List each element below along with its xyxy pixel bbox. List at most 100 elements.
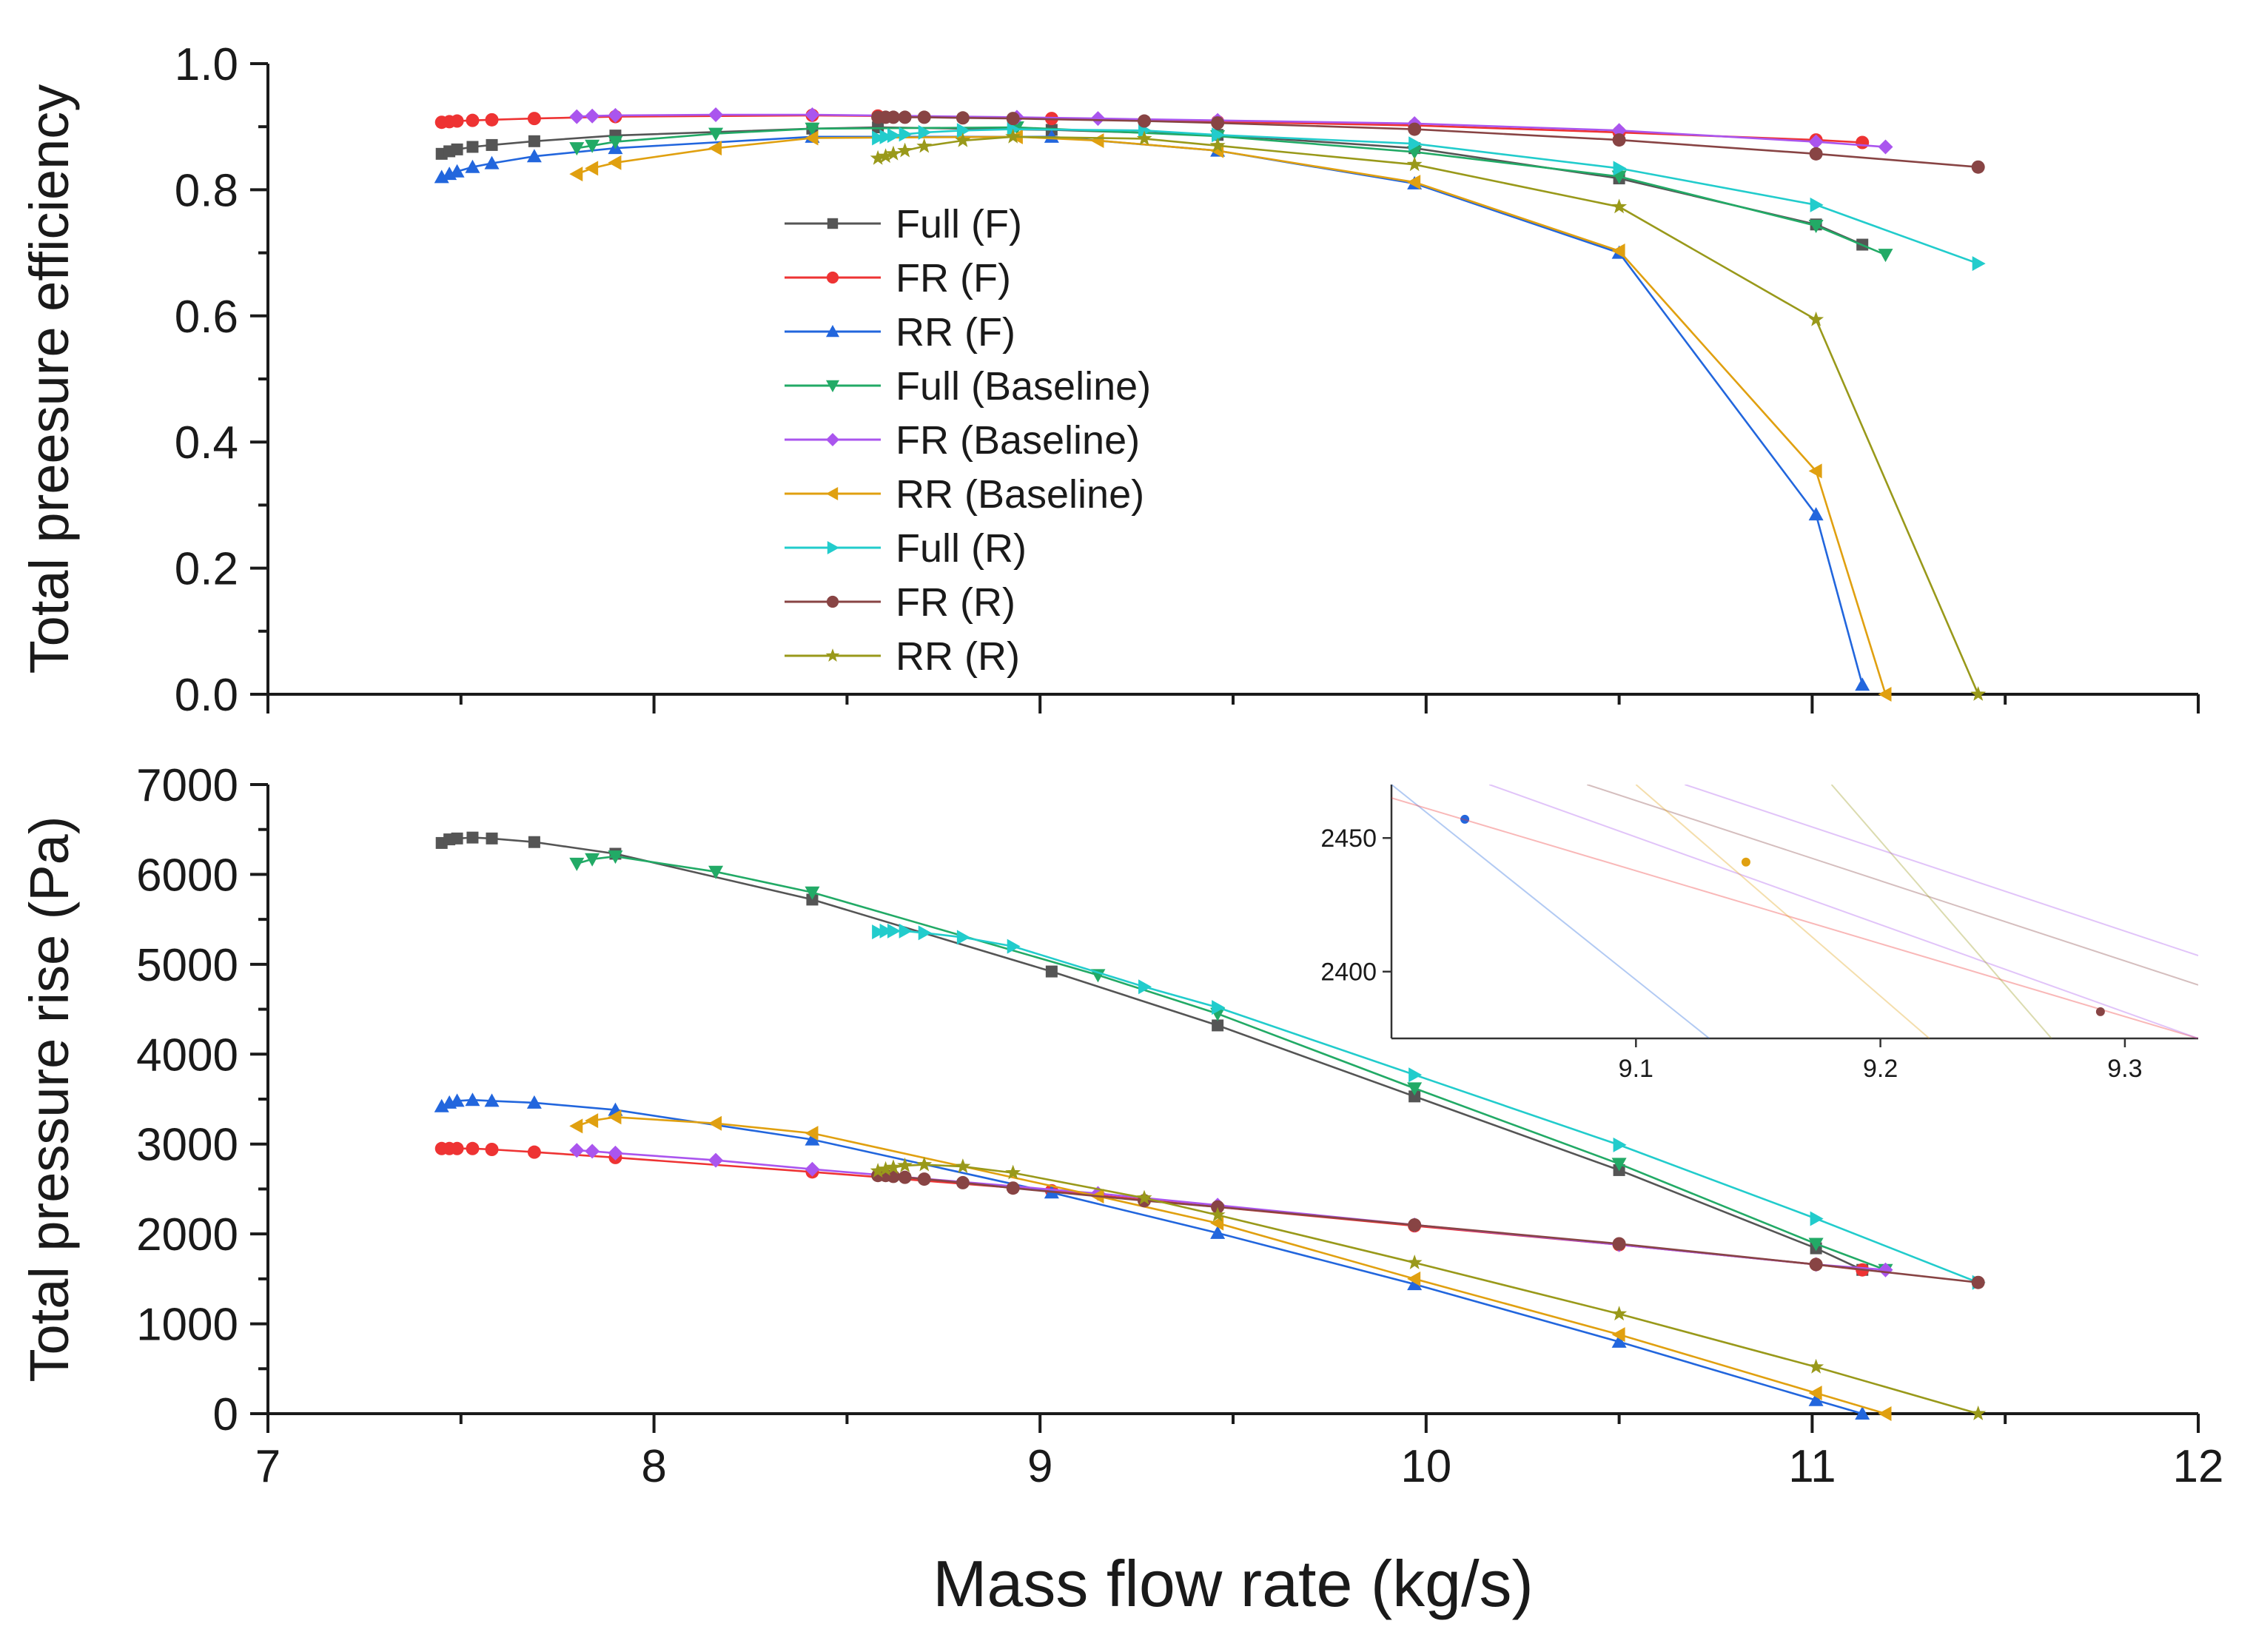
bottom-point-rr-r <box>1611 1306 1628 1321</box>
top-point-full-r <box>899 127 913 142</box>
top-series-rr-f <box>434 129 1870 691</box>
top-point-rr-r <box>1611 198 1628 214</box>
top-point-rr-r <box>870 150 886 165</box>
bottom-y-axis-title: Total pressure rise (Pa) <box>19 816 80 1383</box>
top-point-rr-r <box>878 148 893 164</box>
bottom-point-rr-f <box>434 1098 449 1112</box>
top-point-rr-baseline <box>569 167 583 182</box>
bottom-series-fr-baseline <box>569 1143 1893 1277</box>
bottom-point-fr-baseline <box>1878 1262 1893 1277</box>
inset-series-red <box>1391 797 2198 1038</box>
top-point-fr-baseline <box>569 109 585 124</box>
inset-line-orange <box>1635 785 1930 1038</box>
top-point-fr-baseline <box>708 107 724 123</box>
top-point-full-baseline <box>805 122 820 136</box>
legend-item-full-f: Full (F) <box>785 202 1022 246</box>
bottom-y-tick-label-1000: 1000 <box>136 1300 238 1351</box>
top-point-full-f <box>528 135 540 147</box>
top-point-full-r <box>1810 197 1824 212</box>
inset-y-tick-label-2450: 2450 <box>1320 825 1377 853</box>
x-tick-label-7: 7 <box>255 1441 281 1492</box>
top-point-rr-f <box>1808 507 1824 521</box>
legend-item-full-baseline: Full (Baseline) <box>785 364 1151 409</box>
bottom-point-full-r <box>1810 1211 1824 1226</box>
top-point-rr-r <box>1406 156 1423 172</box>
bottom-point-rr-baseline <box>1878 1406 1892 1421</box>
top-point-fr-f <box>466 113 480 127</box>
bottom-point-full-r <box>1138 979 1152 995</box>
top-y-tick-label-0-0: 0.0 <box>175 670 238 721</box>
bottom-y-tick-label-7000: 7000 <box>136 760 238 811</box>
inset-line-purple <box>1488 785 2198 1038</box>
bottom-point-rr-r <box>955 1158 971 1173</box>
bottom-point-fr-baseline <box>585 1144 600 1159</box>
top-point-fr-r <box>886 110 900 124</box>
bottom-ticks: 7 8 9 10 11 12 0 1000 2000 3000 4000 5000 6000 7000 <box>136 760 2223 1492</box>
bottom-point-rr-f <box>526 1095 542 1109</box>
bottom-point-fr-r <box>886 1169 900 1183</box>
legend-marker-full-f <box>827 218 839 229</box>
top-point-fr-r <box>1408 122 1422 136</box>
bottom-line-rr-r <box>877 1164 1979 1415</box>
bottom-point-full-r <box>879 923 893 939</box>
top-point-rr-r <box>1808 311 1824 326</box>
bottom-point-rr-f <box>1855 1406 1870 1420</box>
top-point-full-r <box>879 129 893 144</box>
top-point-rr-r <box>885 145 901 161</box>
top-point-rr-r <box>1970 686 1987 701</box>
top-panel: 0.0 0.2 0.4 0.6 0.8 1.0 Total preesure effici… <box>19 39 2200 721</box>
bottom-y-tick-label-5000: 5000 <box>136 940 238 991</box>
top-series-rr-baseline <box>569 129 1892 702</box>
legend-item-fr-r: FR (R) <box>785 580 1015 625</box>
inset-series-brown <box>1586 785 2198 1016</box>
bottom-panel: 7 8 9 10 11 12 0 1000 2000 3000 4000 5000 6000 7000 T… <box>19 760 2223 1492</box>
top-line-rr-baseline <box>576 135 1887 695</box>
inset-x-tick-label-9-2: 9.2 <box>1863 1055 1898 1083</box>
inset-line-lavender <box>1685 785 2198 957</box>
bottom-point-fr-r <box>898 1170 912 1184</box>
bottom-point-full-r <box>1408 1067 1423 1083</box>
bottom-point-full-f <box>1212 1019 1224 1032</box>
top-point-full-f <box>466 141 479 153</box>
top-point-full-baseline <box>608 135 623 150</box>
x-tick-label-8: 8 <box>641 1441 666 1492</box>
top-point-rr-r <box>1005 128 1021 144</box>
bottom-point-full-r <box>899 923 913 939</box>
bottom-point-rr-f <box>1210 1225 1226 1239</box>
bottom-point-rr-r <box>897 1157 913 1172</box>
bottom-point-full-r <box>918 925 932 941</box>
bottom-point-fr-baseline <box>805 1161 820 1177</box>
top-point-fr-r <box>1809 147 1823 161</box>
bottom-point-full-f <box>486 832 498 845</box>
bottom-point-rr-f <box>1808 1392 1824 1406</box>
bottom-line-rr-baseline <box>576 1115 1886 1415</box>
bottom-y-tick-label-6000: 6000 <box>136 850 238 901</box>
top-point-rr-r <box>1136 130 1152 146</box>
top-point-rr-baseline <box>1611 244 1625 259</box>
top-point-full-r <box>887 128 901 144</box>
top-y-axis-title: Total preesure efficiency <box>19 84 80 674</box>
top-point-fr-r <box>1971 160 1985 174</box>
legend: Full (F) FR (F) RR (F) Full (Baseline) FR (B… <box>785 202 1151 679</box>
bottom-series-rr-baseline <box>569 1109 1892 1421</box>
top-point-fr-baseline <box>1808 134 1824 150</box>
bottom-point-fr-f <box>450 1141 464 1155</box>
x-tick-label-9: 9 <box>1027 1441 1052 1492</box>
legend-marker-fr-f <box>826 271 839 284</box>
bottom-y-tick-label-4000: 4000 <box>136 1030 238 1081</box>
bottom-point-rr-f <box>484 1093 500 1107</box>
bottom-y-tick-label-0: 0 <box>213 1389 238 1440</box>
bottom-point-fr-r <box>917 1172 931 1186</box>
inset-point-blue <box>1460 814 1470 824</box>
top-point-fr-r <box>898 110 912 124</box>
bottom-point-rr-baseline <box>805 1126 819 1141</box>
bottom-point-rr-baseline <box>569 1118 583 1134</box>
inset-line-red <box>1391 797 2198 1038</box>
bottom-point-fr-f <box>485 1143 499 1156</box>
top-point-full-r <box>1212 127 1226 143</box>
inset-series-blue <box>1391 785 1710 1038</box>
bottom-series-full-baseline <box>569 850 1893 1277</box>
bottom-point-rr-r <box>1808 1358 1824 1374</box>
legend-marker-full-baseline <box>826 380 839 392</box>
